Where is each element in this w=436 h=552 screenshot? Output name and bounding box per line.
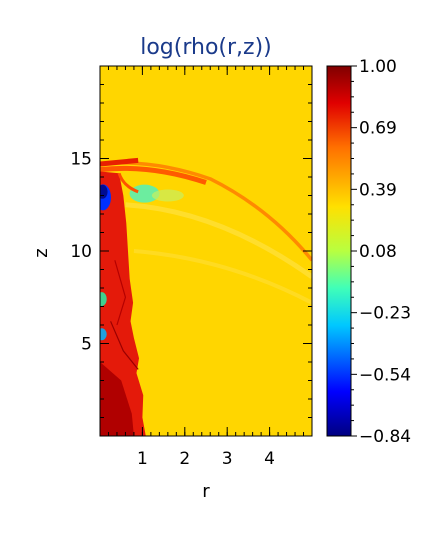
plot-area bbox=[100, 66, 312, 436]
colorbar-tick-label: 1.00 bbox=[359, 57, 397, 77]
colorbar-tick-label: −0.23 bbox=[359, 304, 411, 324]
y-tick-label: 10 bbox=[70, 242, 92, 262]
x-tick-label: 3 bbox=[222, 449, 233, 469]
x-tick-label: 4 bbox=[264, 449, 275, 469]
y-axis-label: z bbox=[31, 248, 52, 257]
plume bbox=[117, 172, 139, 194]
inner-shell-band bbox=[125, 202, 312, 279]
shock-front-inner bbox=[100, 165, 207, 185]
colorbar-tick-label: 0.08 bbox=[359, 242, 397, 262]
axis-cavity-core bbox=[100, 184, 108, 199]
axis-pocket bbox=[100, 328, 107, 341]
y-tick-label: 15 bbox=[70, 150, 92, 170]
y-tick-label: 5 bbox=[81, 335, 92, 355]
colorbar-tick-label: 0.69 bbox=[359, 119, 397, 139]
jet-filament bbox=[110, 321, 139, 370]
plot-axes: 1 2 3 4 5 10 15 bbox=[70, 65, 313, 469]
colorbar-tick-label: −0.54 bbox=[359, 365, 411, 385]
colorbar-tick-label: 0.39 bbox=[359, 180, 397, 200]
low-density-tail bbox=[151, 189, 184, 202]
jet-filament bbox=[114, 260, 127, 326]
colorbar-ticks: 1.00 0.69 0.39 0.08 −0.23 −0.54 −0.84 bbox=[351, 57, 411, 447]
shock-front-peak bbox=[100, 157, 139, 167]
colorbar-tick-label: −0.84 bbox=[359, 427, 411, 447]
low-density-region bbox=[129, 184, 160, 203]
axis-pocket bbox=[100, 292, 107, 307]
chart-title: log(rho(r,z)) bbox=[140, 35, 272, 60]
x-tick-label: 1 bbox=[137, 449, 148, 469]
colorbar: 1.00 0.69 0.39 0.08 −0.23 −0.54 −0.84 bbox=[326, 57, 411, 447]
jet-base-dense bbox=[100, 362, 134, 436]
x-axis-label: r bbox=[202, 481, 210, 502]
x-tick-label: 2 bbox=[179, 449, 190, 469]
colorbar-gradient bbox=[326, 65, 352, 437]
inner-shell-band-lower bbox=[133, 249, 312, 305]
